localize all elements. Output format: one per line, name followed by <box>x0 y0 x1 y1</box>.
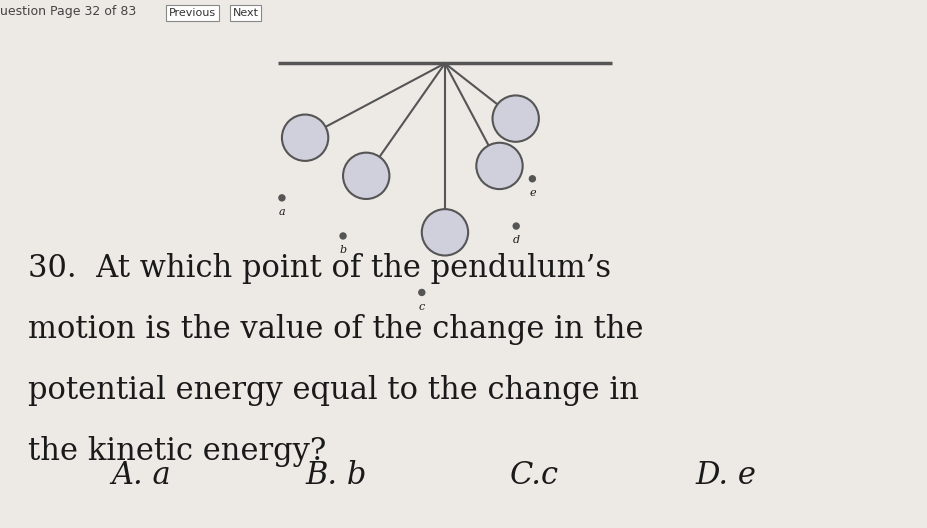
Text: d: d <box>513 235 520 246</box>
Text: 30.  At which point of the pendulum’s: 30. At which point of the pendulum’s <box>28 253 611 285</box>
Ellipse shape <box>339 232 347 240</box>
Text: c: c <box>419 301 425 312</box>
Ellipse shape <box>476 143 523 189</box>
Ellipse shape <box>418 289 425 296</box>
Ellipse shape <box>278 194 286 202</box>
Text: Previous: Previous <box>170 8 216 18</box>
Ellipse shape <box>343 153 389 199</box>
Text: C.c: C.c <box>510 460 559 491</box>
Text: uestion Page 32 of 83: uestion Page 32 of 83 <box>0 5 136 18</box>
Ellipse shape <box>492 96 539 142</box>
Text: B. b: B. b <box>306 460 367 491</box>
Text: the kinetic energy?: the kinetic energy? <box>28 436 326 467</box>
Text: motion is the value of the change in the: motion is the value of the change in the <box>28 314 643 345</box>
Ellipse shape <box>422 209 468 256</box>
Text: a: a <box>279 207 286 217</box>
Ellipse shape <box>282 115 328 161</box>
Text: b: b <box>339 245 347 255</box>
Text: potential energy equal to the change in: potential energy equal to the change in <box>28 375 639 406</box>
Ellipse shape <box>513 222 520 230</box>
Text: Next: Next <box>233 8 259 18</box>
Text: D. e: D. e <box>695 460 756 491</box>
Text: e: e <box>529 188 536 198</box>
Text: A. a: A. a <box>111 460 171 491</box>
Ellipse shape <box>528 175 536 183</box>
